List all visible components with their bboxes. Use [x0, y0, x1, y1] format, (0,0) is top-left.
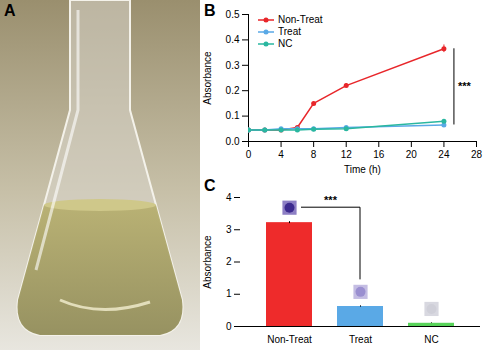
svg-text:1: 1 — [226, 288, 232, 299]
svg-text:Treat: Treat — [349, 334, 372, 345]
html-text:A: A — [4, 2, 16, 19]
svg-text:12: 12 — [341, 149, 353, 160]
svg-text:4: 4 — [278, 149, 284, 160]
svg-text:0: 0 — [226, 321, 232, 332]
svg-text:0: 0 — [246, 149, 252, 160]
svg-text:28: 28 — [471, 149, 483, 160]
svg-text:0.4: 0.4 — [226, 34, 240, 45]
svg-text:***: *** — [458, 80, 472, 92]
svg-text:0.1: 0.1 — [226, 110, 240, 121]
html-text:C: C — [204, 177, 216, 194]
svg-text:16: 16 — [373, 149, 385, 160]
svg-text:Absorbance: Absorbance — [202, 51, 213, 105]
svg-text:***: *** — [324, 194, 338, 206]
svg-text:20: 20 — [406, 149, 418, 160]
html-text:B: B — [204, 2, 216, 19]
svg-text:0.3: 0.3 — [226, 60, 240, 71]
html-text:Non-Treat: Non-Treat — [278, 14, 323, 25]
svg-text:4: 4 — [226, 192, 232, 203]
svg-text:0.0: 0.0 — [226, 136, 240, 147]
svg-text:8: 8 — [311, 149, 317, 160]
html-text:Treat: Treat — [278, 26, 301, 37]
svg-text:NC: NC — [424, 334, 438, 345]
html-text:NC: NC — [278, 38, 293, 49]
svg-text:Absorbance: Absorbance — [202, 235, 213, 289]
svg-text:24: 24 — [438, 149, 450, 160]
svg-text:0.2: 0.2 — [226, 85, 240, 96]
svg-text:3: 3 — [226, 224, 232, 235]
svg-text:0.5: 0.5 — [226, 9, 240, 20]
svg-text:2: 2 — [226, 256, 232, 267]
svg-text:Time (h): Time (h) — [344, 164, 381, 175]
svg-text:Non-Treat: Non-Treat — [267, 334, 312, 345]
